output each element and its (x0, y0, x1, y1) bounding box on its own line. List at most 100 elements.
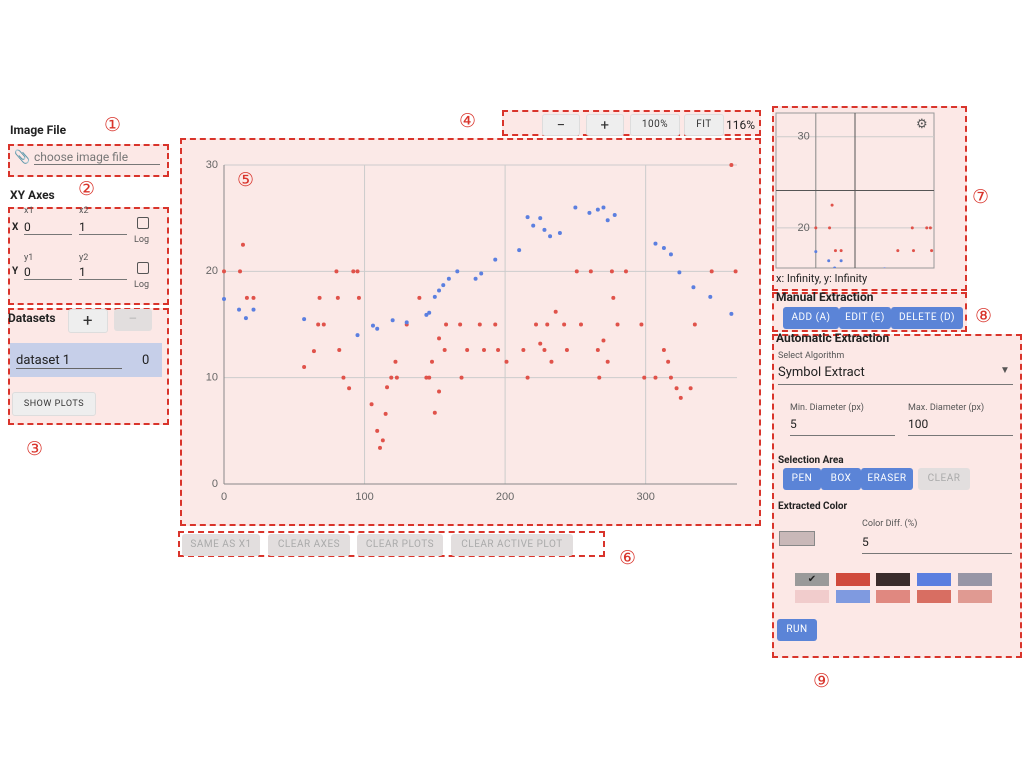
y-tick-label: 20 (206, 265, 218, 277)
data-point (458, 322, 463, 327)
data-point (385, 385, 390, 390)
eraser-button[interactable]: ERASER (861, 468, 913, 490)
data-point (1004, 294, 1007, 297)
data-point (895, 272, 898, 275)
remove-dataset-button[interactable]: — (114, 309, 152, 331)
data-point (432, 294, 437, 299)
y1-input[interactable]: 0 (24, 265, 72, 280)
file-input[interactable]: choose image file (34, 150, 160, 165)
dropdown-arrow[interactable]: ▼ (1000, 365, 1010, 376)
clear-plots-button[interactable]: CLEAR PLOTS (357, 534, 443, 556)
data-point (538, 341, 543, 346)
data-point (946, 276, 949, 279)
checkbox-label: Log (134, 280, 150, 290)
section-title: XY Axes (10, 188, 55, 202)
field-label: Select Algorithm (778, 351, 845, 361)
log-checkbox[interactable] (137, 217, 149, 229)
clear-active-plot-button[interactable]: CLEAR ACTIVE PLOT (451, 534, 573, 556)
x-tick-label: 300 (636, 491, 654, 503)
annotation: ⑦ (972, 185, 990, 208)
data-point (311, 349, 316, 354)
attach-icon[interactable]: 📎 (14, 150, 31, 165)
edit-button[interactable]: EDIT (E) (839, 307, 891, 329)
data-point (545, 322, 550, 327)
data-point (1015, 226, 1018, 229)
pen-button[interactable]: PEN (783, 468, 821, 490)
x1-input[interactable]: 0 (24, 220, 72, 235)
data-point (504, 359, 509, 364)
box-button[interactable]: BOX (821, 468, 861, 490)
max-diameter-input[interactable]: 100 (908, 417, 1013, 436)
extracted-color[interactable] (779, 531, 815, 546)
zoom-fit-button[interactable]: FIT (684, 114, 724, 136)
same-as-x1-button[interactable]: SAME AS X1 (182, 534, 260, 556)
color-swatch[interactable] (876, 590, 910, 603)
data-point (666, 359, 671, 364)
x2-input[interactable]: 1 (79, 220, 127, 235)
data-point (574, 269, 579, 274)
zoom-100-button[interactable]: 100% (630, 114, 680, 136)
data-point (615, 322, 620, 327)
color-swatch[interactable] (958, 590, 992, 603)
data-point (999, 284, 1002, 287)
section-title: Automatic Extraction (776, 331, 890, 345)
zoom-in-button[interactable]: + (586, 114, 624, 136)
data-point (337, 348, 342, 353)
run-button[interactable]: RUN (777, 619, 817, 641)
color-swatch[interactable] (958, 573, 992, 586)
delete-button[interactable]: DELETE (D) (891, 307, 963, 329)
log-checkbox[interactable] (137, 262, 149, 274)
zoom-out-button[interactable]: − (542, 114, 580, 136)
add-button[interactable]: ADD (A) (783, 307, 839, 329)
clear-button[interactable]: CLEAR (918, 468, 970, 490)
data-point (393, 359, 398, 364)
checkbox-label: Log (134, 235, 150, 245)
annotation: ⑤ (237, 168, 255, 191)
data-point (833, 266, 837, 268)
field-label: Color Diff. (%) (862, 519, 918, 529)
data-point (442, 348, 447, 353)
min-diameter-input[interactable]: 5 (790, 417, 895, 436)
data-point (222, 296, 226, 301)
color-swatch[interactable]: ✔ (795, 573, 829, 586)
data-point (321, 322, 326, 327)
color-swatch[interactable] (917, 573, 951, 586)
data-point (542, 348, 547, 353)
data-point (424, 312, 429, 317)
data-point (437, 389, 442, 394)
settings-icon[interactable]: ⚙ (916, 117, 928, 132)
color-swatch[interactable] (836, 590, 870, 603)
data-point (733, 269, 738, 274)
data-point (564, 348, 569, 353)
y2-input[interactable]: 1 (79, 265, 127, 280)
algorithm-select[interactable]: Symbol Extract (778, 365, 1013, 385)
data-point (729, 163, 734, 167)
clear-axes-button[interactable]: CLEAR AXES (268, 534, 350, 556)
color-swatch[interactable] (836, 573, 870, 586)
data-point (477, 322, 482, 327)
section-title: Selection Area (778, 455, 844, 466)
section-title: Manual Extraction (776, 290, 874, 304)
data-point (928, 226, 932, 230)
data-point (446, 276, 451, 281)
data-point (441, 283, 446, 288)
section-title: Datasets (8, 311, 56, 325)
data-point (995, 248, 998, 251)
annotation: ③ (26, 437, 44, 460)
dataset-name[interactable]: dataset 1 (16, 353, 122, 369)
color-swatch[interactable] (795, 590, 829, 603)
color-diff-input[interactable]: 5 (862, 535, 1012, 554)
color-swatch[interactable] (917, 590, 951, 603)
data-point (993, 304, 996, 307)
show-plots-button[interactable]: SHOW PLOTS (12, 392, 96, 416)
dataset-row[interactable] (10, 343, 162, 377)
y-tick-label: 10 (206, 372, 218, 384)
add-dataset-button[interactable]: + (68, 309, 108, 333)
x-tick-label: 100 (355, 491, 373, 503)
data-point (612, 212, 617, 217)
panel-frame (8, 207, 169, 305)
data-point (661, 348, 666, 353)
data-point (424, 375, 429, 380)
color-swatch[interactable] (876, 573, 910, 586)
data-point (444, 322, 449, 327)
